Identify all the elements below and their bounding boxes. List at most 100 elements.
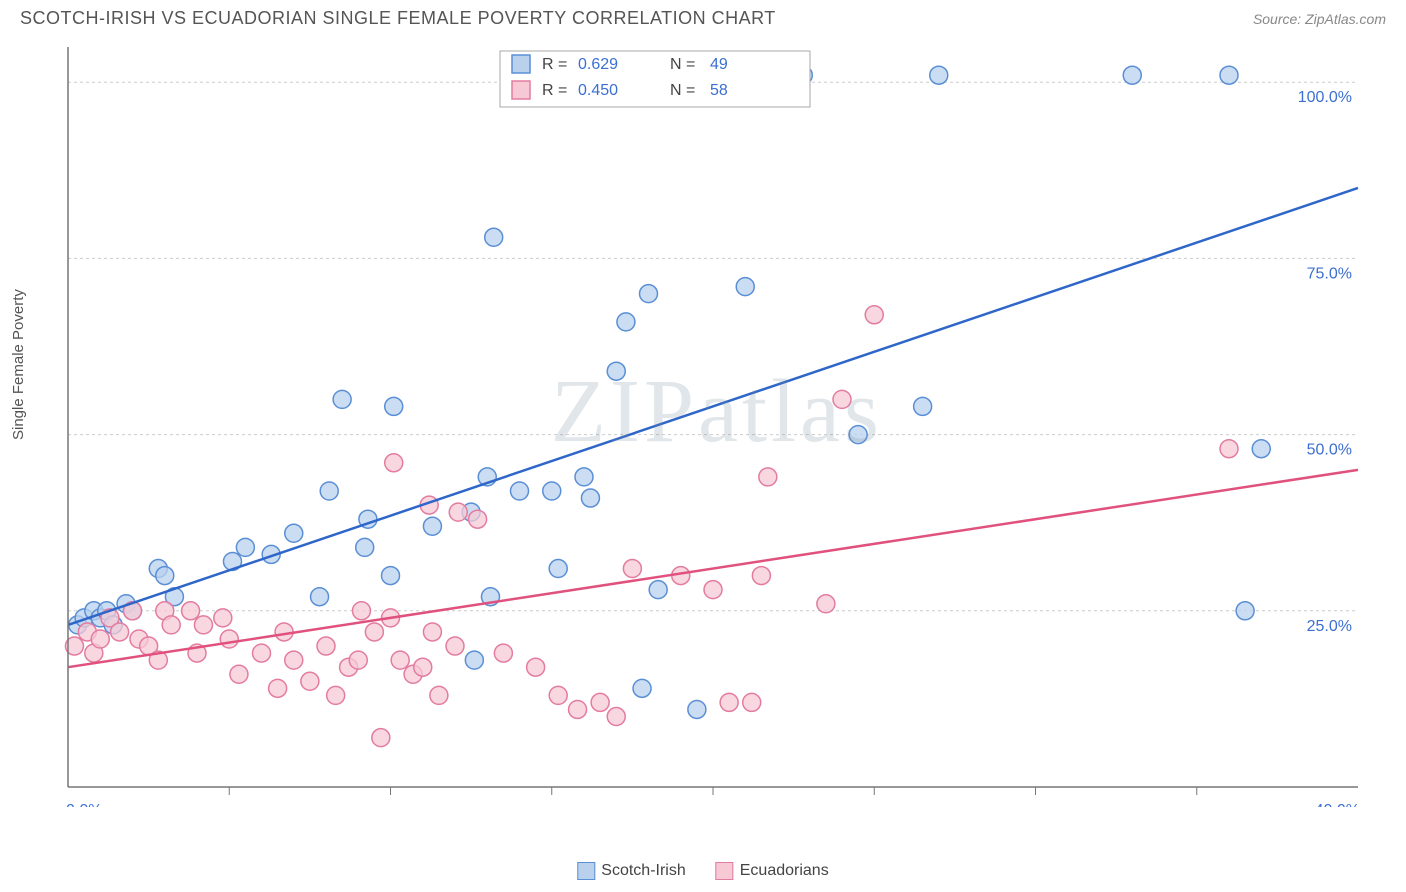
data-point-ecuadorians <box>253 644 271 662</box>
data-point-ecuadorians <box>423 623 441 641</box>
data-point-ecuadorians <box>162 616 180 634</box>
data-point-scotch_irish <box>581 489 599 507</box>
legend-n-label: N = <box>670 82 695 99</box>
legend-swatch <box>577 862 595 880</box>
legend-r-value: 0.629 <box>578 56 618 73</box>
chart-title: SCOTCH-IRISH VS ECUADORIAN SINGLE FEMALE… <box>20 8 776 29</box>
data-point-ecuadorians <box>111 623 129 641</box>
legend-r-value: 0.450 <box>578 82 618 99</box>
data-point-ecuadorians <box>365 623 383 641</box>
data-point-ecuadorians <box>182 602 200 620</box>
legend-n-value: 49 <box>710 56 728 73</box>
data-point-scotch_irish <box>1123 66 1141 84</box>
data-point-scotch_irish <box>423 517 441 535</box>
data-point-ecuadorians <box>385 454 403 472</box>
data-point-scotch_irish <box>607 362 625 380</box>
data-point-scotch_irish <box>311 588 329 606</box>
data-point-ecuadorians <box>446 637 464 655</box>
data-point-scotch_irish <box>333 390 351 408</box>
data-point-scotch_irish <box>575 468 593 486</box>
trend-line-ecuadorians <box>68 470 1358 667</box>
y-tick-label: 50.0% <box>1307 442 1352 459</box>
x-tick-label: 40.0% <box>1315 802 1360 807</box>
data-point-ecuadorians <box>194 616 212 634</box>
data-point-ecuadorians <box>469 510 487 528</box>
data-point-scotch_irish <box>385 397 403 415</box>
data-point-ecuadorians <box>833 390 851 408</box>
data-point-scotch_irish <box>465 651 483 669</box>
legend-swatch <box>512 55 530 73</box>
data-point-ecuadorians <box>623 560 641 578</box>
data-point-scotch_irish <box>236 538 254 556</box>
data-point-scotch_irish <box>549 560 567 578</box>
data-point-ecuadorians <box>414 658 432 676</box>
data-point-scotch_irish <box>156 567 174 585</box>
data-point-scotch_irish <box>485 228 503 246</box>
legend-n-label: N = <box>670 56 695 73</box>
data-point-scotch_irish <box>1236 602 1254 620</box>
data-point-ecuadorians <box>752 567 770 585</box>
data-point-scotch_irish <box>849 426 867 444</box>
data-point-ecuadorians <box>301 672 319 690</box>
data-point-ecuadorians <box>865 306 883 324</box>
chart-container: ZIPatlas 25.0%50.0%75.0%100.0%0.0%40.0%R… <box>48 37 1386 807</box>
legend-r-label: R = <box>542 82 567 99</box>
data-point-scotch_irish <box>688 700 706 718</box>
data-point-ecuadorians <box>285 651 303 669</box>
data-point-ecuadorians <box>349 651 367 669</box>
data-point-ecuadorians <box>327 686 345 704</box>
data-point-ecuadorians <box>1220 440 1238 458</box>
legend-label: Ecuadorians <box>740 862 829 879</box>
data-point-scotch_irish <box>649 581 667 599</box>
legend-r-label: R = <box>542 56 567 73</box>
data-point-ecuadorians <box>704 581 722 599</box>
data-point-ecuadorians <box>91 630 109 648</box>
legend-label: Scotch-Irish <box>601 862 685 879</box>
data-point-ecuadorians <box>269 679 287 697</box>
legend-item-scotch_irish: Scotch-Irish <box>577 862 685 880</box>
data-point-scotch_irish <box>320 482 338 500</box>
data-point-ecuadorians <box>607 708 625 726</box>
data-point-scotch_irish <box>356 538 374 556</box>
y-tick-label: 100.0% <box>1298 89 1352 106</box>
data-point-scotch_irish <box>930 66 948 84</box>
data-point-scotch_irish <box>736 278 754 296</box>
data-point-ecuadorians <box>430 686 448 704</box>
data-point-scotch_irish <box>382 567 400 585</box>
data-point-scotch_irish <box>1220 66 1238 84</box>
trend-line-scotch_irish <box>68 188 1358 625</box>
y-axis-label: Single Female Poverty <box>10 289 27 440</box>
x-tick-label: 0.0% <box>66 802 102 807</box>
data-point-ecuadorians <box>817 595 835 613</box>
data-point-scotch_irish <box>633 679 651 697</box>
data-point-scotch_irish <box>617 313 635 331</box>
data-point-scotch_irish <box>511 482 529 500</box>
data-point-ecuadorians <box>743 693 761 711</box>
data-point-scotch_irish <box>543 482 561 500</box>
data-point-ecuadorians <box>527 658 545 676</box>
data-point-ecuadorians <box>317 637 335 655</box>
data-point-ecuadorians <box>352 602 370 620</box>
source-label: Source: ZipAtlas.com <box>1253 11 1386 27</box>
legend-n-value: 58 <box>710 82 728 99</box>
data-point-ecuadorians <box>591 693 609 711</box>
data-point-ecuadorians <box>230 665 248 683</box>
y-tick-label: 75.0% <box>1307 265 1352 282</box>
data-point-scotch_irish <box>1252 440 1270 458</box>
scatter-chart: 25.0% 50.0% 75.0% 100.0% 0.0% 40.0% R = 0.629 N … <box>48 37 1378 807</box>
data-point-ecuadorians <box>569 700 587 718</box>
data-point-ecuadorians <box>214 609 232 627</box>
data-point-scotch_irish <box>914 397 932 415</box>
data-point-ecuadorians <box>494 644 512 662</box>
data-point-ecuadorians <box>720 693 738 711</box>
data-point-ecuadorians <box>220 630 238 648</box>
legend-swatch <box>512 81 530 99</box>
legend-item-ecuadorians: Ecuadorians <box>716 862 829 880</box>
data-point-scotch_irish <box>640 285 658 303</box>
data-point-ecuadorians <box>372 729 390 747</box>
bottom-legend: Scotch-Irish Ecuadorians <box>577 862 828 880</box>
data-point-ecuadorians <box>449 503 467 521</box>
data-point-ecuadorians <box>759 468 777 486</box>
y-tick-label: 25.0% <box>1307 618 1352 635</box>
data-point-ecuadorians <box>391 651 409 669</box>
